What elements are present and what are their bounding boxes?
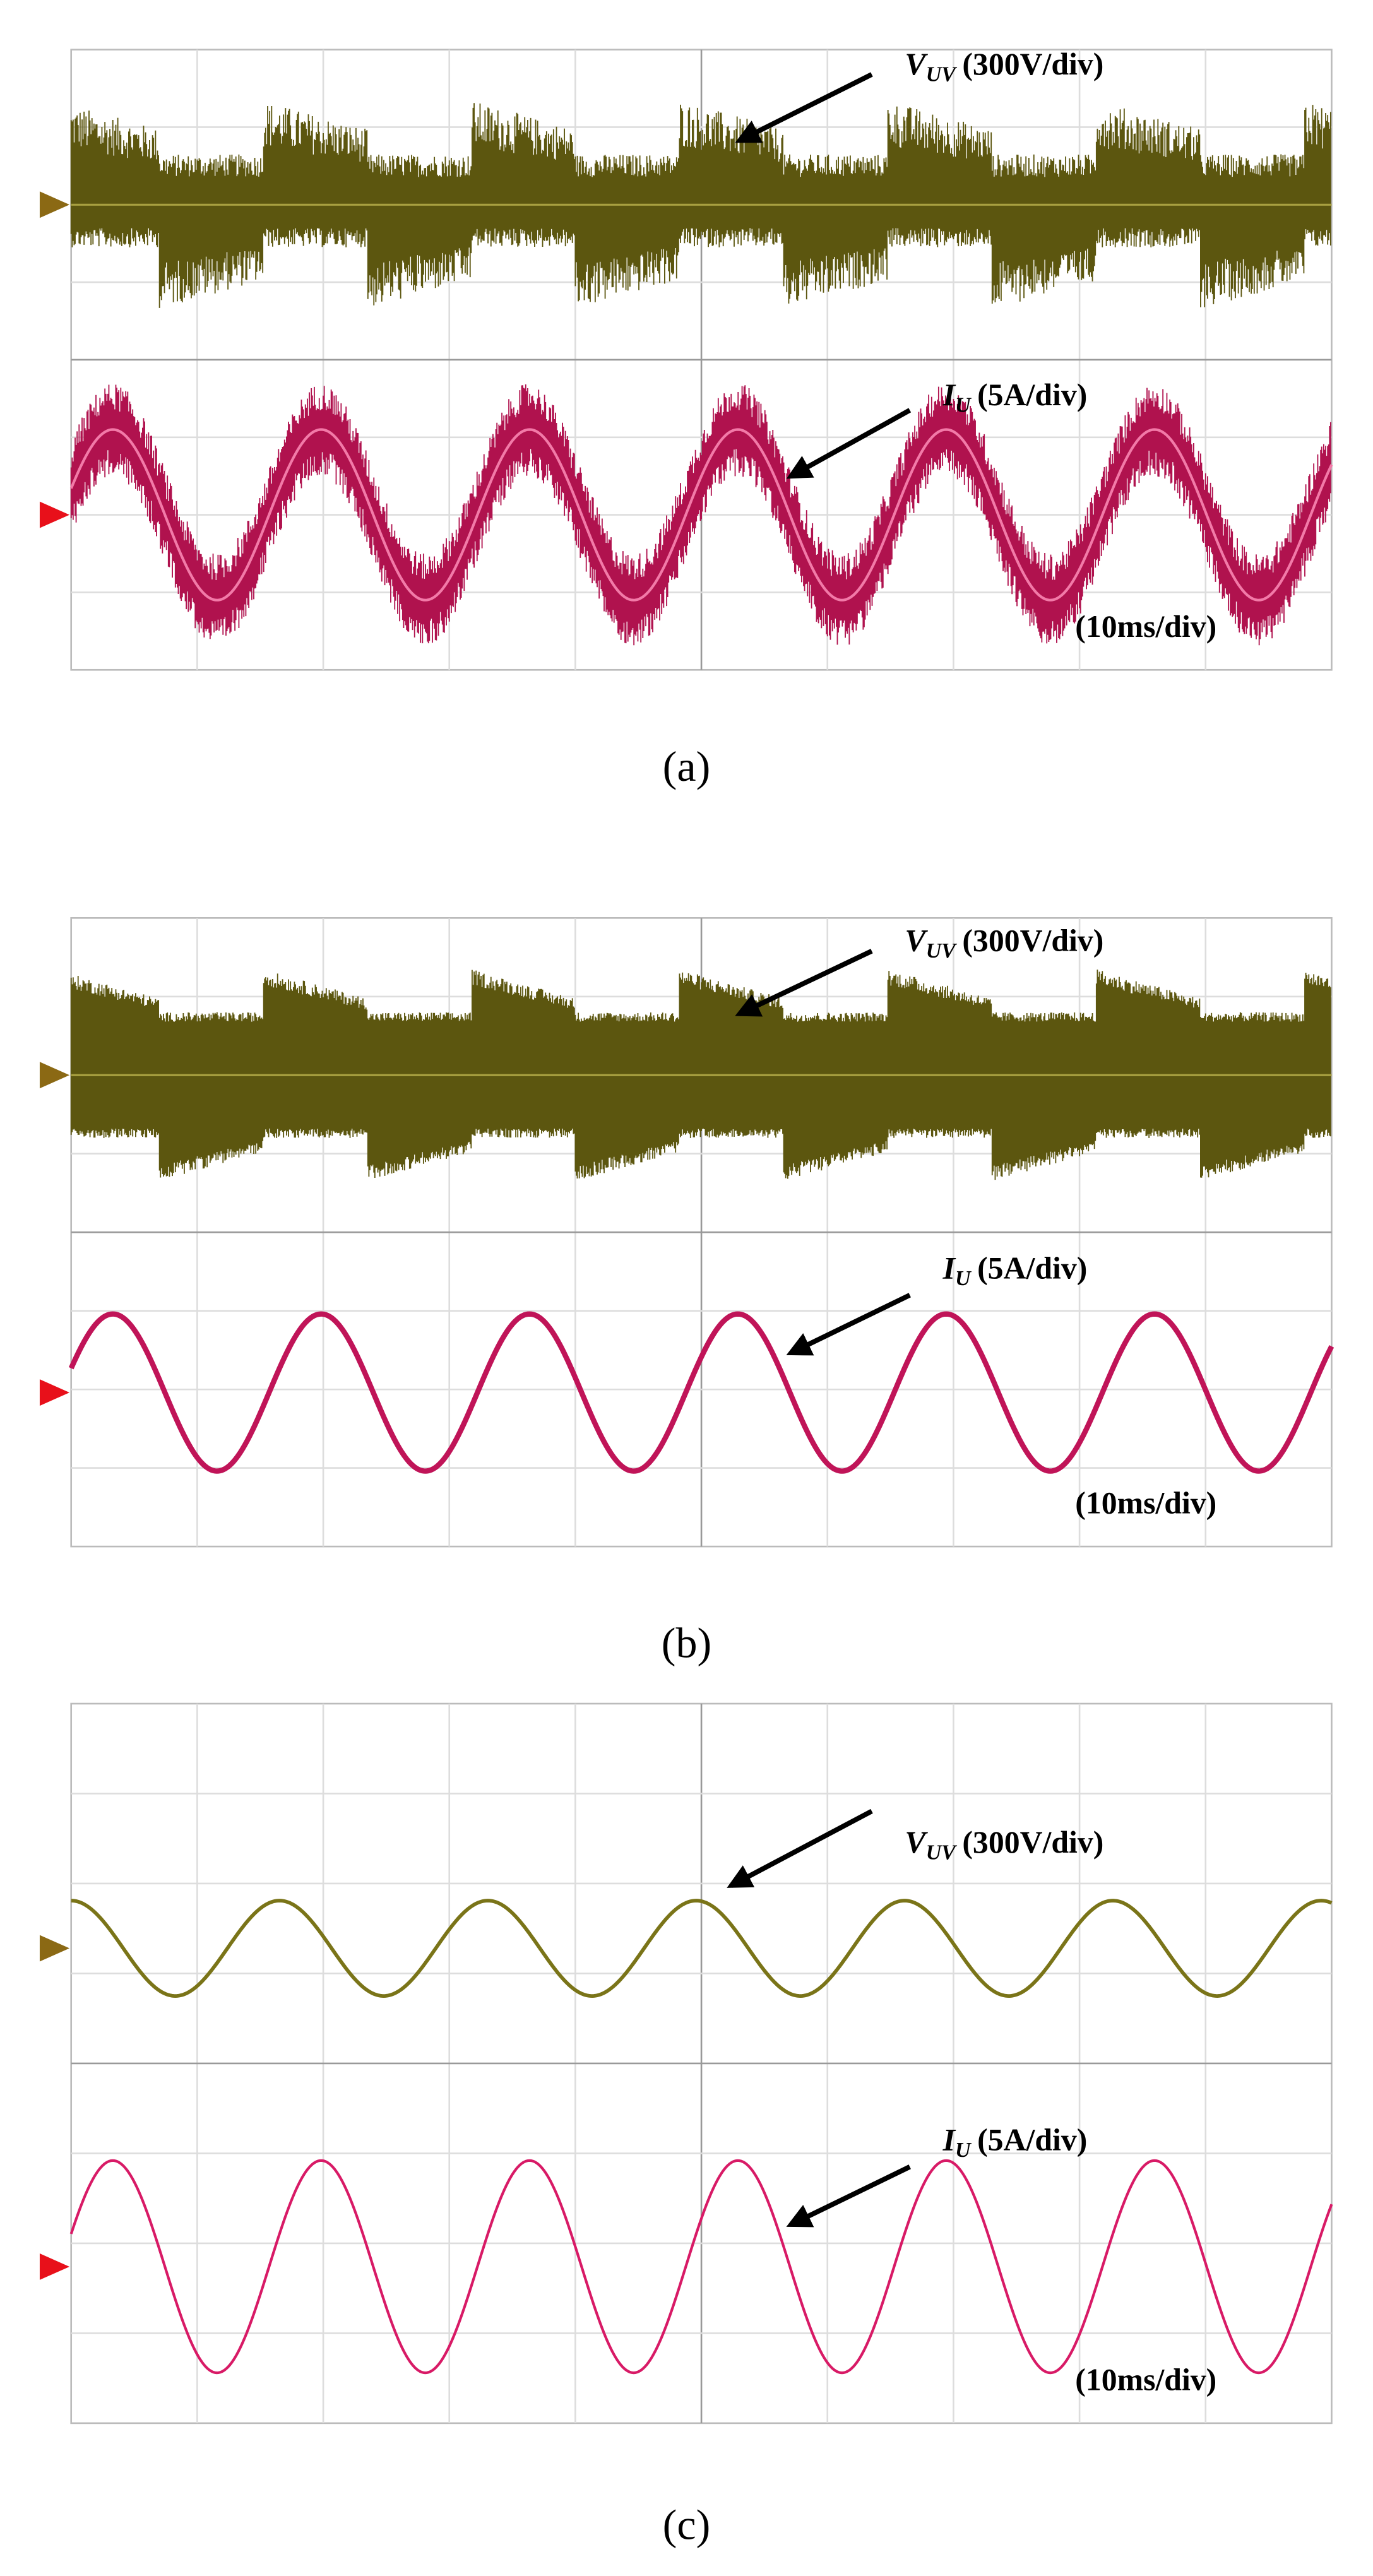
label-scale: (5A/div) [977,2123,1087,2158]
voltage-ground-marker [39,1935,70,1962]
voltage-arrow [735,949,873,1017]
voltage-waveform [70,970,1331,1180]
current-ground-marker [39,2253,70,2280]
label-symbol: V [905,1825,928,1860]
voltage-arrow [727,1808,873,1888]
panel-caption: (c) [663,2500,711,2548]
label-subscript: U [955,393,972,417]
timebase-label: (10ms/div) [1075,1486,1216,1521]
panel-caption: (a) [663,742,711,790]
label-subscript: UV [926,62,958,86]
current-waveform [69,428,1333,602]
current-waveform [68,1311,1334,1474]
voltage-label: VUV (300V/div) [905,47,1103,86]
current-label: IU (5A/div) [942,377,1088,417]
current-ground-marker [39,501,70,528]
label-symbol: V [905,47,928,81]
voltage-waveform [70,103,1331,308]
current-arrow [786,2164,911,2228]
scope-panel: VUV (300V/div) IU (5A/div) (10ms/div) (c) [39,1702,1333,2548]
current-label: IU (5A/div) [942,2123,1088,2162]
voltage-ground-marker [39,1062,70,1089]
voltage-waveform [71,1899,1333,1998]
label-scale: (5A/div) [977,1251,1087,1286]
label-scale: (300V/div) [962,47,1103,81]
current-waveform [69,2159,1333,2375]
panel-caption: (b) [662,1619,711,1667]
label-subscript: UV [926,1841,958,1864]
scope-panel: VUV (300V/div) IU (5A/div) (10ms/div) (a) [39,47,1333,790]
current-ground-marker [39,1379,70,1406]
label-symbol: V [905,923,928,958]
label-subscript: U [955,1267,972,1290]
label-symbol: I [942,377,956,412]
voltage-label: VUV (300V/div) [905,923,1103,963]
label-scale: (300V/div) [962,1825,1103,1860]
label-scale: (5A/div) [977,377,1087,412]
label-symbol: I [942,2123,956,2158]
voltage-arrow [735,72,873,143]
label-subscript: UV [926,939,958,963]
voltage-ground-marker [39,191,70,218]
timebase-label: (10ms/div) [1075,2362,1216,2397]
label-scale: (300V/div) [962,923,1103,958]
timebase-label: (10ms/div) [1075,609,1216,644]
label-subscript: U [955,2139,972,2162]
label-symbol: I [942,1251,956,1286]
scope-panel: VUV (300V/div) IU (5A/div) (10ms/div) (b) [39,917,1334,1667]
voltage-label: VUV (300V/div) [905,1825,1103,1864]
current-arrow [786,1293,911,1356]
current-arrow [786,408,912,479]
current-label: IU (5A/div) [942,1251,1088,1290]
